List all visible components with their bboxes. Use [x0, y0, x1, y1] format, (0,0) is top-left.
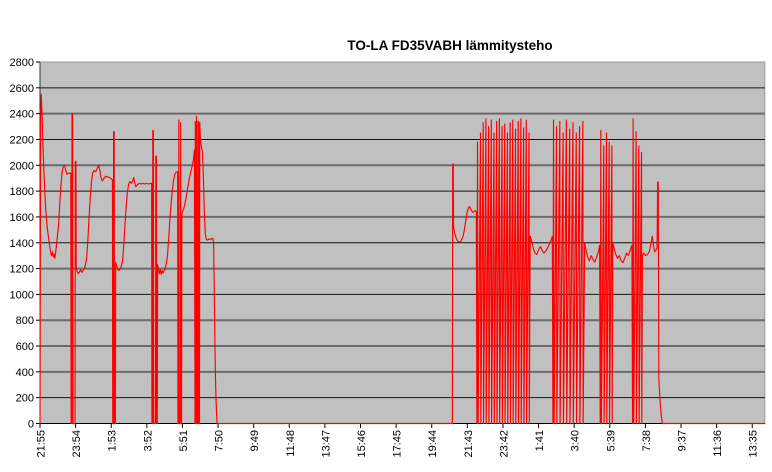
y-tick-label: 1800 [10, 186, 34, 198]
y-tick-label: 600 [16, 341, 34, 353]
y-tick-label: 1400 [10, 238, 34, 250]
y-tick-label: 0 [28, 419, 34, 431]
chart-title-line1: TO-LA FD35VABH lämmitysteho [347, 38, 553, 53]
y-tick-label: 400 [16, 367, 34, 379]
x-tick-label: 11:36 [712, 430, 724, 457]
y-tick-label: 2400 [10, 109, 34, 121]
x-tick-label: 5:51 [178, 430, 190, 451]
x-tick-label: 3:40 [570, 430, 582, 451]
series-line [39, 93, 766, 425]
y-tick-label: 200 [16, 393, 34, 405]
y-tick-label: 1000 [10, 289, 34, 301]
y-tick-label: 2800 [10, 57, 34, 69]
x-tick-label: 15:46 [356, 430, 368, 458]
x-tick-label: 11:48 [285, 430, 297, 457]
y-tick-label: 1600 [10, 212, 34, 224]
x-tick-label: 23:54 [71, 430, 83, 458]
x-tick-label: 3:52 [142, 430, 154, 451]
x-tick-label: 21:43 [463, 430, 475, 458]
y-tick-label: 2600 [10, 83, 34, 95]
y-tick-label: 800 [16, 315, 34, 327]
y-tick-label: 2000 [10, 160, 34, 172]
y-tick-label: 2200 [10, 134, 34, 146]
x-tick-label: 7:38 [641, 430, 653, 451]
x-tick-label: 21:55 [36, 430, 48, 458]
x-tick-label: 17:45 [392, 430, 404, 458]
x-tick-label: 1:53 [107, 430, 119, 451]
x-tick-label: 23:42 [498, 430, 510, 458]
x-tick-label: 13:35 [748, 430, 760, 458]
y-tick-label: 1200 [10, 264, 34, 276]
x-tick-label: 9:37 [677, 430, 689, 451]
x-tick-label: 5:39 [605, 430, 617, 451]
x-tick-label: 13:47 [320, 430, 332, 458]
x-tick-label: 19:44 [427, 430, 439, 458]
x-tick-label: 1:41 [534, 430, 546, 451]
x-tick-label: 7:50 [214, 430, 226, 451]
x-tick-label: 9:49 [249, 430, 261, 451]
